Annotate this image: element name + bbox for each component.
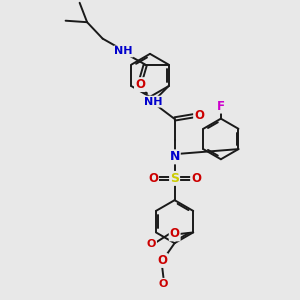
- Text: O: O: [147, 239, 156, 249]
- Text: NH: NH: [144, 97, 162, 106]
- Text: N: N: [169, 150, 180, 164]
- Text: O: O: [157, 254, 167, 267]
- Text: F: F: [217, 100, 225, 112]
- Text: O: O: [159, 279, 168, 289]
- Text: O: O: [194, 109, 204, 122]
- Text: S: S: [170, 172, 179, 185]
- Text: O: O: [191, 172, 201, 185]
- Text: NH: NH: [114, 46, 133, 56]
- Text: O: O: [170, 227, 180, 240]
- Text: O: O: [148, 172, 158, 185]
- Text: O: O: [135, 78, 145, 91]
